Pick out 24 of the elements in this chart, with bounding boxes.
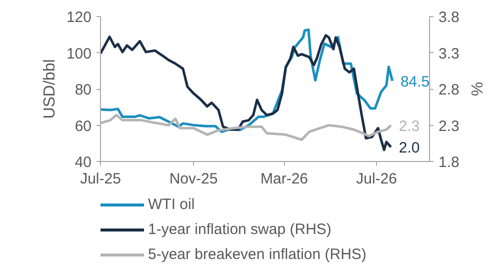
data-label: 2.0 [398, 140, 420, 156]
data-label: 84.5 [400, 73, 430, 90]
x-tick-label: Nov-25 [169, 170, 218, 188]
x-tick-label: Jul-26 [356, 170, 397, 188]
x-tick-label: Jul-25 [80, 170, 121, 188]
legend-label: 1-year inflation swap (RHS) [148, 221, 332, 238]
y-tick-label: 40 [74, 154, 92, 171]
y2-tick-label: 1.8 [438, 154, 460, 171]
y2-tick-label: 2.8 [438, 82, 460, 98]
x-tick-label: Mar-26 [260, 170, 308, 188]
y-tick-label: 60 [74, 118, 92, 135]
legend-label: WTI oil [148, 196, 195, 213]
y2-tick-label: 3.8 [438, 9, 460, 26]
line-series [100, 34, 392, 152]
line-series [100, 114, 392, 141]
y2-tick-label: 2.3 [438, 118, 460, 135]
y2-axis-title: % [467, 82, 484, 96]
y-tick-label: 80 [74, 82, 92, 98]
y-tick-label: 120 [66, 9, 92, 26]
y-axis-title: USD/bbl [41, 59, 58, 119]
legend-label: 5-year breakeven inflation (RHS) [148, 246, 366, 263]
y-tick-label: 100 [66, 45, 92, 62]
data-label: 2.3 [398, 118, 420, 135]
y2-tick-label: 3.3 [438, 45, 460, 62]
